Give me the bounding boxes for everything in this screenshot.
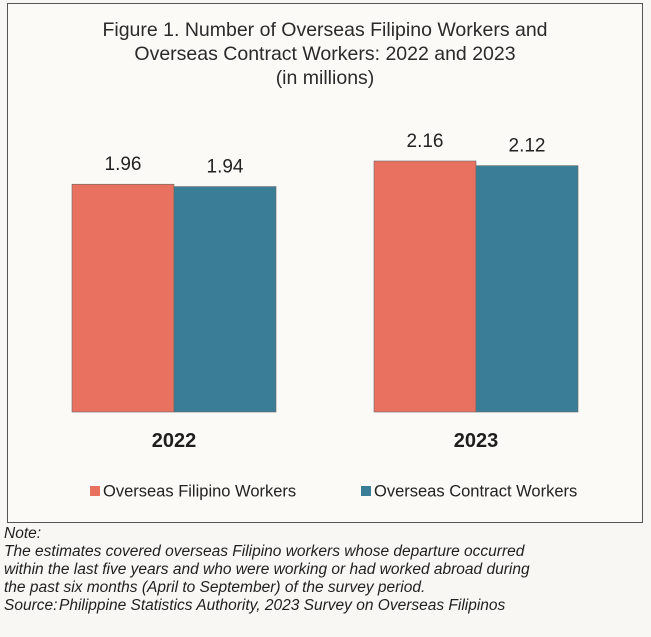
value-label-2022-series-2: 1.94: [207, 157, 244, 178]
bar-2023-series-1: [373, 160, 477, 413]
chart-title-line-1: Figure 1. Number of Overseas Filipino Wo…: [102, 19, 548, 41]
category-label-2022: 2022: [152, 430, 197, 452]
bar-chart: 1.96 1.94 2.16 2.12 2022 2023 Overseas Filip…: [71, 131, 579, 501]
bars-layer: [71, 160, 579, 413]
note-block: Note: The estimates covered overseas Fil…: [4, 525, 649, 615]
note-line-1: The estimates covered overseas Filipino …: [4, 543, 525, 560]
value-label-2023-series-1: 2.16: [407, 131, 444, 152]
chart-title-line-3: (in millions): [275, 67, 375, 89]
legend-label-1: Overseas Filipino Workers: [103, 483, 296, 501]
bar-2022-series-1: [71, 183, 175, 413]
category-label-2023: 2023: [454, 430, 499, 452]
category-labels-layer: 2022 2023: [152, 430, 499, 452]
note-line-2: within the last five years and who were …: [4, 561, 530, 578]
legend-swatch-2: [361, 486, 371, 496]
bar-2022-series-2: [173, 186, 277, 413]
note-label: Note:: [4, 525, 42, 542]
legend-label-2: Overseas Contract Workers: [374, 483, 577, 501]
legend: Overseas Filipino Workers Overseas Contra…: [90, 483, 577, 501]
note-line-3: the past six months (April to September)…: [4, 579, 426, 596]
chart-title: Figure 1. Number of Overseas Filipino Wo…: [7, 18, 643, 90]
value-label-2023-series-2: 2.12: [509, 136, 546, 157]
value-labels-layer: 1.96 1.94 2.16 2.12: [105, 131, 546, 178]
value-label-2022-series-1: 1.96: [105, 154, 142, 175]
source-label: Source:: [4, 597, 58, 614]
source-line: Source: Philippine Statistics Authority,…: [4, 597, 649, 615]
chart-title-line-2: Overseas Contract Workers: 2022 and 2023: [134, 43, 516, 65]
bar-2023-series-2: [475, 165, 579, 413]
legend-swatch-1: [90, 486, 100, 496]
source-text: Philippine Statistics Authority, 2023 Su…: [59, 597, 506, 614]
